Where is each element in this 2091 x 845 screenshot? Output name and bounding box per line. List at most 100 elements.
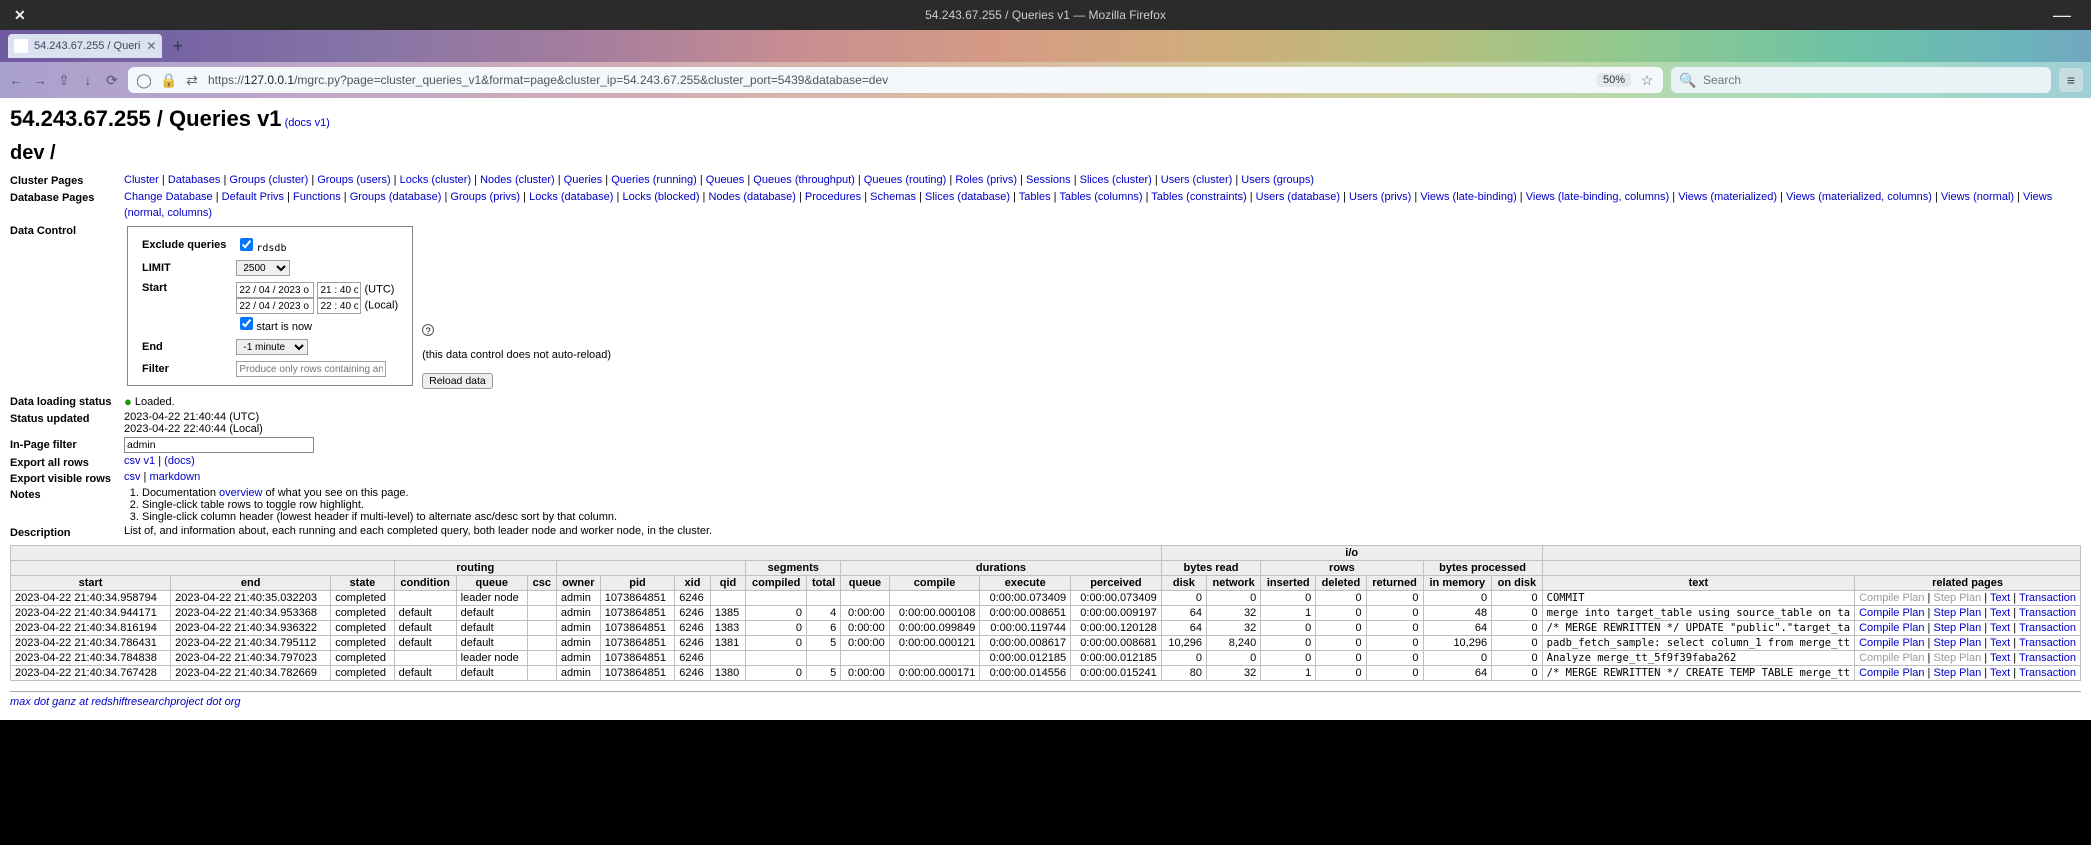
export-all-docs-link[interactable]: (docs) [164,455,195,467]
related-link[interactable]: Transaction [2019,592,2076,604]
tab-close-icon[interactable]: ✕ [146,39,156,53]
lock-icon[interactable]: 🔒 [160,72,176,89]
nav-link[interactable]: Procedures [805,191,861,203]
column-header[interactable]: text [1542,576,1854,591]
export-visible-csv-link[interactable]: csv [124,471,141,483]
url-bar[interactable]: ◯ 🔒 ⇄ https://127.0.0.1/mgrc.py?page=clu… [128,67,1663,93]
export-visible-md-link[interactable]: markdown [149,471,200,483]
start-time-utc[interactable] [317,282,361,298]
column-header[interactable]: network [1206,576,1260,591]
nav-link[interactable]: Databases [168,174,221,186]
nav-link[interactable]: Users (privs) [1349,191,1411,203]
exclude-rdsdb-checkbox[interactable] [240,238,253,251]
nav-link[interactable]: Slices (database) [925,191,1010,203]
limit-select[interactable]: 2500 [236,260,290,276]
column-header[interactable]: perceived [1071,576,1162,591]
nav-link[interactable]: Queries (running) [611,174,697,186]
related-link[interactable]: Text [1990,622,2010,634]
nav-link[interactable]: Views (late-binding, columns) [1526,191,1669,203]
nav-link[interactable]: Roles (privs) [955,174,1017,186]
group-routing[interactable]: routing [394,561,556,576]
related-link[interactable]: Step Plan [1933,637,1981,649]
column-header[interactable]: end [171,576,331,591]
menu-icon[interactable]: ≡ [2059,68,2083,92]
upload-icon[interactable]: ⇪ [56,72,72,89]
group-segments[interactable]: segments [746,561,841,576]
nav-link[interactable]: Queues (routing) [864,174,947,186]
related-link[interactable]: Transaction [2019,667,2076,679]
nav-link[interactable]: Views (late-binding) [1420,191,1516,203]
column-header[interactable]: queue [841,576,889,591]
footer-link[interactable]: max dot ganz at redshiftresearchproject … [10,691,2081,708]
column-header[interactable]: total [807,576,841,591]
reload-data-button[interactable]: Reload data [422,373,493,389]
column-header[interactable]: inserted [1261,576,1316,591]
related-link[interactable]: Step Plan [1933,667,1981,679]
nav-link[interactable]: Queues (throughput) [753,174,855,186]
column-header[interactable]: owner [556,576,600,591]
related-link[interactable]: Text [1990,667,2010,679]
column-header[interactable]: returned [1366,576,1423,591]
nav-link[interactable]: Groups (privs) [450,191,520,203]
reload-icon[interactable]: ⟳ [104,72,120,89]
column-header[interactable]: condition [394,576,456,591]
table-row[interactable]: 2023-04-22 21:40:34.9587942023-04-22 21:… [11,591,2081,606]
column-header[interactable]: qid [710,576,746,591]
related-link[interactable]: Step Plan [1933,607,1981,619]
notes-overview-link[interactable]: overview [219,487,262,499]
nav-forward-icon[interactable]: → [32,72,48,88]
nav-link[interactable]: Functions [293,191,341,203]
column-header[interactable]: deleted [1316,576,1366,591]
nav-link[interactable]: Tables [1019,191,1051,203]
nav-link[interactable]: Users (database) [1256,191,1340,203]
column-header[interactable]: pid [600,576,674,591]
search-input[interactable] [1701,72,2043,88]
group-durations[interactable]: durations [841,561,1162,576]
column-header[interactable]: csc [527,576,556,591]
close-icon[interactable]: ✕ [14,7,26,24]
nav-link[interactable]: Views (materialized, columns) [1786,191,1932,203]
nav-link[interactable]: Locks (database) [529,191,613,203]
start-time-local[interactable] [317,298,361,314]
related-link[interactable]: Transaction [2019,607,2076,619]
nav-link[interactable]: Users (groups) [1241,174,1314,186]
related-link[interactable]: Transaction [2019,622,2076,634]
minimize-icon[interactable]: — [2053,5,2071,26]
nav-link[interactable]: Tables (columns) [1059,191,1142,203]
column-header[interactable]: execute [980,576,1071,591]
column-header[interactable]: disk [1161,576,1206,591]
nav-link[interactable]: Users (cluster) [1161,174,1233,186]
help-icon[interactable]: ? [422,324,434,336]
related-link[interactable]: Text [1990,652,2010,664]
column-header[interactable]: compiled [746,576,807,591]
group-bytes-read[interactable]: bytes read [1161,561,1261,576]
table-row[interactable]: 2023-04-22 21:40:34.7848382023-04-22 21:… [11,651,2081,666]
nav-link[interactable]: Nodes (database) [708,191,795,203]
browser-search[interactable]: 🔍 [1671,67,2051,93]
group-rows[interactable]: rows [1261,561,1423,576]
column-header[interactable]: on disk [1492,576,1543,591]
nav-link[interactable]: Queries [564,174,603,186]
nav-link[interactable]: Tables (constraints) [1151,191,1246,203]
bookmark-icon[interactable]: ☆ [1639,72,1655,89]
zoom-badge[interactable]: 50% [1597,73,1631,87]
docs-link[interactable]: (docs v1) [285,117,330,129]
browser-tab[interactable]: 54.243.67.255 / Queri ✕ [8,34,162,58]
nav-link[interactable]: Slices (cluster) [1080,174,1152,186]
related-link[interactable]: Compile Plan [1859,607,1924,619]
group-io[interactable]: i/o [1161,546,1542,561]
nav-link[interactable]: Views (materialized) [1678,191,1777,203]
shield-icon[interactable]: ◯ [136,72,152,89]
start-date-utc[interactable] [236,282,314,298]
nav-link[interactable]: Views (normal) [1941,191,2014,203]
permissions-icon[interactable]: ⇄ [184,72,200,89]
start-now-checkbox[interactable] [240,317,253,330]
related-link[interactable]: Text [1990,607,2010,619]
nav-link[interactable]: Groups (cluster) [229,174,308,186]
nav-link[interactable]: Nodes (cluster) [480,174,555,186]
downloads-icon[interactable]: ↓ [80,72,96,88]
nav-link[interactable]: Queues [706,174,745,186]
column-header[interactable]: in memory [1423,576,1492,591]
new-tab-button[interactable]: + [172,36,183,57]
column-header[interactable]: queue [456,576,527,591]
